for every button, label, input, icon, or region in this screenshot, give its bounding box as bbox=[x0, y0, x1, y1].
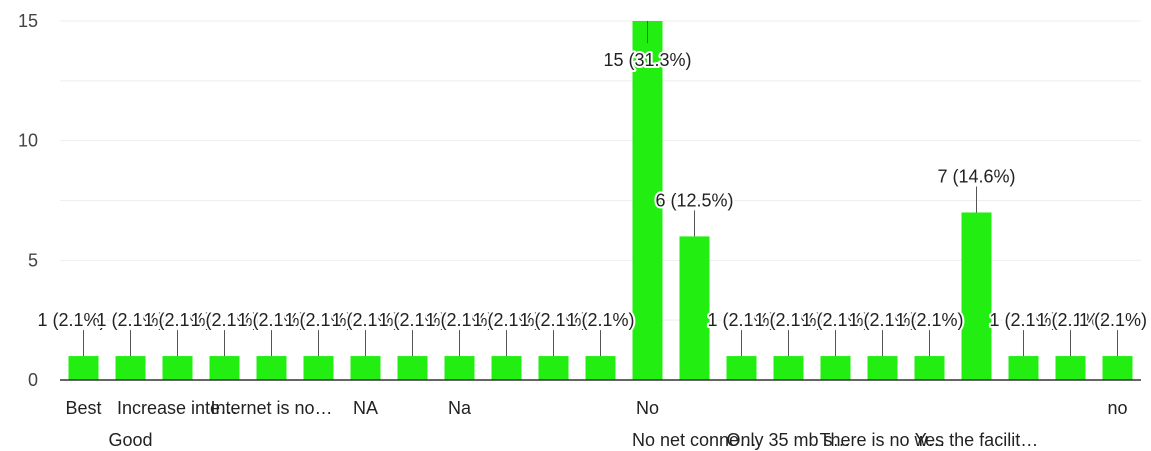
grid-lines bbox=[60, 20, 1141, 321]
data-label: 1 (2.1%) bbox=[989, 310, 1057, 330]
data-label: 1 (2.1%) bbox=[38, 310, 106, 330]
bar bbox=[68, 356, 99, 380]
bar bbox=[538, 356, 569, 380]
data-label: 1 (2.1%) bbox=[519, 310, 587, 330]
data-label: 1 (2.1%) bbox=[237, 310, 305, 330]
bars bbox=[68, 21, 1133, 380]
data-label: 1 (2.1%) bbox=[1036, 310, 1104, 330]
bar bbox=[679, 236, 710, 380]
bar bbox=[444, 356, 475, 380]
bar bbox=[585, 356, 616, 380]
x-category-label: Only 35 mb s… bbox=[726, 430, 850, 450]
data-label: 1 (2.1%) bbox=[754, 310, 822, 330]
data-label: 7 (14.6%) bbox=[937, 166, 1015, 186]
data-label: 6 (12.5%) bbox=[655, 190, 733, 210]
bar bbox=[773, 356, 804, 380]
bar bbox=[632, 21, 663, 380]
data-label: 1 (2.1%) bbox=[284, 310, 352, 330]
data-labels: 1 (2.1%)1 (2.1%)1 (2.1%)1 (2.1%)1 (2.1%)… bbox=[36, 21, 1149, 357]
bar bbox=[162, 356, 193, 380]
data-label: 1 (2.1%) bbox=[425, 310, 493, 330]
x-category-label: Internet is no… bbox=[210, 398, 332, 418]
data-label: 1 (2.1%) bbox=[143, 310, 211, 330]
data-label: 1 (2.1%) bbox=[190, 310, 258, 330]
data-label: 1 (2.1%) bbox=[1079, 310, 1147, 330]
data-label: 1 (2.1%) bbox=[707, 310, 775, 330]
x-category-label: There is no w… bbox=[819, 430, 945, 450]
data-label: 1 (2.1%) bbox=[801, 310, 869, 330]
x-category-label: Best bbox=[65, 398, 101, 418]
bar bbox=[914, 356, 945, 380]
data-label: 15 (31.3%) bbox=[603, 50, 691, 70]
bar bbox=[350, 356, 381, 380]
x-category-label: Increase inte… bbox=[117, 398, 238, 418]
y-tick-label: 0 bbox=[28, 370, 38, 390]
x-category-label: NA bbox=[353, 398, 378, 418]
bar bbox=[303, 356, 334, 380]
x-axis-labels: Best Good Increase inte…Internet is no… NA N… bbox=[65, 398, 1127, 450]
y-tick-label: 15 bbox=[18, 11, 38, 31]
data-label: 1 (2.1%) bbox=[472, 310, 540, 330]
bar bbox=[961, 212, 992, 380]
x-category-label: Good bbox=[108, 430, 152, 450]
bar bbox=[726, 356, 757, 380]
data-label: 1 (2.1%) bbox=[566, 310, 634, 330]
data-label: 1 (2.1%) bbox=[378, 310, 446, 330]
y-tick-label: 10 bbox=[18, 131, 38, 151]
bar bbox=[209, 356, 240, 380]
x-category-label: No bbox=[636, 398, 659, 418]
bar bbox=[397, 356, 428, 380]
y-axis-ticks: 0 5 10 15 bbox=[18, 11, 38, 390]
y-tick-label: 5 bbox=[28, 250, 38, 270]
bar bbox=[820, 356, 851, 380]
x-category-label: no bbox=[1107, 398, 1127, 418]
bar bbox=[491, 356, 522, 380]
x-category-label: No net conne… bbox=[632, 430, 757, 450]
bar bbox=[256, 356, 287, 380]
bar bbox=[115, 356, 146, 380]
data-label: 1 (2.1%) bbox=[331, 310, 399, 330]
bar bbox=[1008, 356, 1039, 380]
data-label: 1 (2.1%) bbox=[848, 310, 916, 330]
bar bbox=[867, 356, 898, 380]
bar bbox=[1102, 356, 1133, 380]
x-category-label: Na bbox=[448, 398, 472, 418]
x-category-label: Yes the facilit… bbox=[915, 430, 1038, 450]
data-label: 1 (2.1%) bbox=[96, 310, 164, 330]
data-label: 1 (2.1%) bbox=[895, 310, 963, 330]
bar bbox=[1055, 356, 1086, 380]
